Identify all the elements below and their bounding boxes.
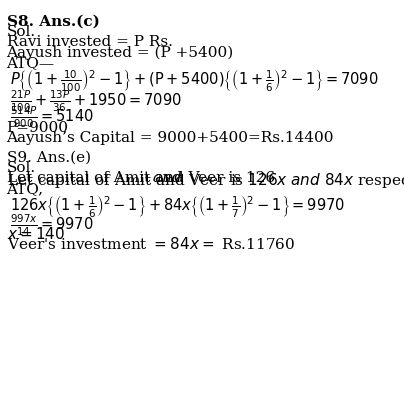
Text: and: and — [147, 171, 186, 184]
Text: $P\left\{\left(1+\frac{10}{100}\right)^{2}-1\right\}+\left(\mathrm{P}+5400\right: $P\left\{\left(1+\frac{10}{100}\right)^{… — [11, 68, 379, 94]
Text: S9. Ans.(e): S9. Ans.(e) — [6, 150, 90, 164]
Text: Ravi invested = P Rs.: Ravi invested = P Rs. — [6, 35, 173, 49]
Text: Sol.: Sol. — [6, 160, 36, 174]
Text: ATQ,: ATQ, — [6, 182, 44, 196]
Text: $\frac{21P}{100}+\frac{13P}{36}+1950=7090$: $\frac{21P}{100}+\frac{13P}{36}+1950=709… — [11, 88, 182, 114]
Text: Let capital of Amit and Veer is $126x$ $\mathit{and}$ $84x$ respectively.: Let capital of Amit and Veer is $126x$ $… — [6, 171, 404, 189]
Text: S8. Ans.(c): S8. Ans.(c) — [6, 14, 99, 28]
Text: Sol.: Sol. — [6, 25, 36, 39]
Text: $x=140$: $x=140$ — [6, 225, 65, 241]
Text: Veer's investment $= 84x =$ Rs.11760: Veer's investment $= 84x =$ Rs.11760 — [6, 235, 295, 251]
Text: $126x\left\{\left(1+\frac{1}{6}\right)^{2}-1\right\}+84x\left\{\left(1+\frac{1}{: $126x\left\{\left(1+\frac{1}{6}\right)^{… — [11, 193, 346, 219]
Text: $\frac{514P}{900}=5140$: $\frac{514P}{900}=5140$ — [11, 105, 94, 130]
Text: Aayush’s Capital = 9000+5400=Rs.14400: Aayush’s Capital = 9000+5400=Rs.14400 — [6, 131, 334, 145]
Text: ATQ—: ATQ— — [6, 56, 55, 70]
Text: $\frac{997x}{14}=9970$: $\frac{997x}{14}=9970$ — [11, 212, 94, 237]
Text: P=9000: P=9000 — [6, 120, 69, 134]
Text: Aayush invested = (P +5400): Aayush invested = (P +5400) — [6, 45, 234, 59]
Text: Let capital of Amit and Veer is 126: Let capital of Amit and Veer is 126 — [6, 171, 275, 184]
